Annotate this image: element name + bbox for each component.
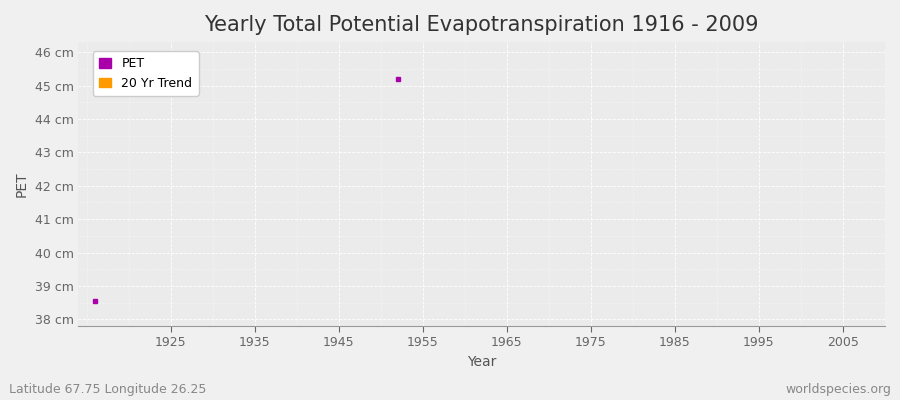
Text: Latitude 67.75 Longitude 26.25: Latitude 67.75 Longitude 26.25 bbox=[9, 383, 206, 396]
Legend: PET, 20 Yr Trend: PET, 20 Yr Trend bbox=[93, 51, 199, 96]
Title: Yearly Total Potential Evapotranspiration 1916 - 2009: Yearly Total Potential Evapotranspiratio… bbox=[204, 15, 759, 35]
Y-axis label: PET: PET bbox=[15, 171, 29, 197]
X-axis label: Year: Year bbox=[467, 355, 497, 369]
Text: worldspecies.org: worldspecies.org bbox=[785, 383, 891, 396]
